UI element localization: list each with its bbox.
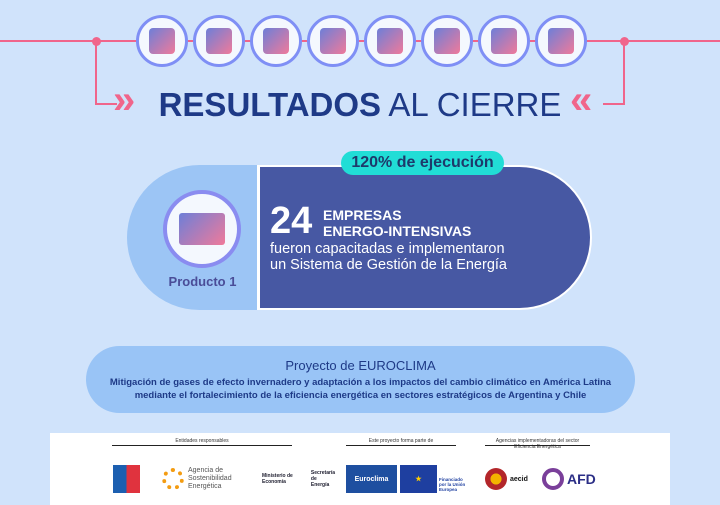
group-label: Agencias implementadoras del sector Efic…	[495, 438, 580, 450]
afd-logo: AFD	[542, 465, 602, 493]
chevron-left-icon: «	[570, 78, 593, 122]
product-label: Producto 1	[168, 274, 237, 289]
building-leaf-icon	[193, 15, 245, 67]
page-title: RESULTADOS AL CIERRE	[150, 86, 570, 124]
smartphone-icon	[535, 15, 587, 67]
monitor-charger-icon	[364, 15, 416, 67]
result-heading: EMPRESAS ENERGO-INTENSIVAS	[323, 207, 471, 239]
ministerio-logo: Ministerio de Economía	[262, 473, 293, 485]
factory-icon	[163, 190, 241, 268]
execution-badge: 120% de ejecución	[341, 151, 504, 175]
connector-left	[95, 40, 97, 104]
energy-label-icon	[421, 15, 473, 67]
result-description: fueron capacitadas e implementaron un Sis…	[270, 241, 507, 273]
house-chart-icon	[307, 15, 359, 67]
factory-leaf-icon	[136, 15, 188, 67]
project-subtitle: Mitigación de gases de efecto invernader…	[86, 376, 635, 402]
group-label: Este proyecto forma parte de	[368, 438, 434, 444]
trucks-icon	[478, 15, 530, 67]
connector-right-h	[603, 103, 625, 105]
chevron-right-icon: »	[113, 78, 136, 122]
lightbulb-graduation-icon	[250, 15, 302, 67]
connector-right	[623, 40, 625, 104]
subtitle-line: Mitigación de gases de efecto invernader…	[109, 377, 612, 388]
project-title: Proyecto de EUROCLIMA	[285, 358, 436, 373]
timeline-line	[0, 40, 720, 42]
timeline-dot	[620, 37, 629, 46]
title-bold: RESULTADOS	[158, 86, 382, 123]
heading-line: ENERGO-INTENSIVAS	[323, 223, 472, 239]
desc-line: un Sistema de Gestión de la Energía	[270, 257, 507, 273]
title-light: AL CIERRE	[388, 86, 562, 123]
chile-government-logo	[113, 465, 140, 493]
timeline-dot	[92, 37, 101, 46]
ase-logo: Agencia de Sostenibilidad Energética	[162, 465, 242, 493]
footer-logos: Entidades responsables Este proyecto for…	[50, 433, 670, 505]
group-label: Entidades responsables	[175, 438, 229, 444]
heading-line: EMPRESAS	[323, 207, 402, 223]
euroclima-logo: Euroclima	[346, 465, 397, 493]
aecid-logo: aecid	[485, 465, 533, 493]
eu-flag-logo: ★	[400, 465, 437, 493]
secretaria-logo: Secretaría de Energía	[310, 470, 336, 488]
result-number: 24	[270, 200, 313, 242]
connector-left-h	[95, 103, 117, 105]
subtitle-line: mediante el fortalecimiento de la eficie…	[134, 390, 587, 401]
project-banner: Proyecto de EUROCLIMA Mitigación de gase…	[86, 346, 635, 413]
desc-line: fueron capacitadas e implementaron	[270, 241, 505, 257]
result-card	[257, 165, 592, 310]
eu-funding-label: Financiado por la Unión Europea	[439, 476, 466, 492]
